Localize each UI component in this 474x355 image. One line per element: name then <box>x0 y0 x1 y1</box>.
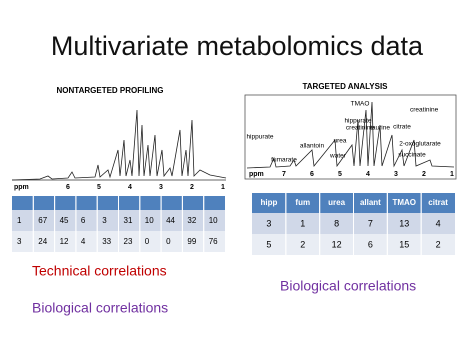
cell: 12 <box>332 239 342 249</box>
note: Technical correlations <box>32 263 167 279</box>
title: Multivariate metabolomics data <box>51 31 424 61</box>
axis-label: ppm <box>14 184 29 191</box>
cell: 10 <box>145 216 154 225</box>
cell: 76 <box>209 237 218 246</box>
peak-label: allantoin <box>300 143 325 150</box>
cell: 23 <box>124 237 133 246</box>
cell: 45 <box>60 216 69 225</box>
axis-tick: 5 <box>97 184 101 191</box>
cell: 33 <box>102 237 111 246</box>
right-heading: TARGETED ANALYSIS <box>302 82 388 91</box>
header-cell: allant <box>360 198 381 207</box>
cell: 15 <box>399 239 409 249</box>
header-cell: citrat <box>428 198 448 207</box>
peak-label: citrate <box>393 124 411 131</box>
note: Biological correlations <box>32 300 168 316</box>
cell: 3 <box>266 218 271 228</box>
cell: 12 <box>60 237 69 246</box>
note: Biological correlations <box>280 278 416 294</box>
axis-tick: 1 <box>221 184 225 191</box>
right-spectrum <box>246 101 455 169</box>
cell: 5 <box>266 239 271 249</box>
left-heading: NONTARGETED PROFILING <box>57 86 164 95</box>
cell: 6 <box>368 239 373 249</box>
peak-label: hippurate <box>344 118 371 125</box>
peak-label: fumarate <box>271 157 297 164</box>
cell: 0 <box>145 237 150 246</box>
cell: 4 <box>81 237 86 246</box>
cell: 67 <box>38 216 47 225</box>
cell: 0 <box>166 237 171 246</box>
header-cell: TMAO <box>392 198 416 207</box>
cell: 4 <box>436 218 441 228</box>
axis-tick: 4 <box>128 184 132 191</box>
peak-label: hippurate <box>246 134 273 141</box>
header-cell: urea <box>328 198 345 207</box>
cell: 7 <box>368 218 373 228</box>
left-spectrum <box>11 109 227 181</box>
cell: 44 <box>166 216 175 225</box>
cell: 3 <box>102 216 107 225</box>
axis-tick: 1 <box>450 171 454 178</box>
header-cell: hipp <box>260 198 277 207</box>
cell: 31 <box>124 216 133 225</box>
peak-label: TMAO <box>351 101 370 108</box>
cell: 24 <box>38 237 47 246</box>
cell: 2 <box>300 239 305 249</box>
axis-tick: 3 <box>159 184 163 191</box>
cell: 99 <box>187 237 196 246</box>
cell: 13 <box>399 218 409 228</box>
peak-label: creatinine <box>410 107 439 114</box>
peak-label: water <box>329 153 347 160</box>
cell: 10 <box>209 216 218 225</box>
axis-tick: 4 <box>366 171 370 178</box>
peak-label: succinate <box>398 152 426 159</box>
peak-label: 2-oxoglutarate <box>399 141 441 148</box>
cell: 6 <box>81 216 86 225</box>
axis-tick: 6 <box>66 184 70 191</box>
cell: 8 <box>334 218 339 228</box>
cell: 1 <box>300 218 305 228</box>
axis-label: ppm <box>249 171 264 178</box>
cell: 2 <box>436 239 441 249</box>
peak-label: taurine <box>370 125 390 132</box>
header-cell: fum <box>295 198 310 207</box>
right-spectrum-frame <box>244 94 457 180</box>
axis-tick: 2 <box>422 171 426 178</box>
axis-tick: 2 <box>190 184 194 191</box>
peak-label: urea <box>333 138 346 145</box>
axis-tick: 7 <box>282 171 286 178</box>
cell: 32 <box>187 216 196 225</box>
axis-tick: 5 <box>338 171 342 178</box>
cell: 1 <box>17 216 22 225</box>
axis-tick: 6 <box>310 171 314 178</box>
axis-tick: 3 <box>394 171 398 178</box>
peak-label: creatinine <box>346 125 375 132</box>
cell: 3 <box>17 237 22 246</box>
